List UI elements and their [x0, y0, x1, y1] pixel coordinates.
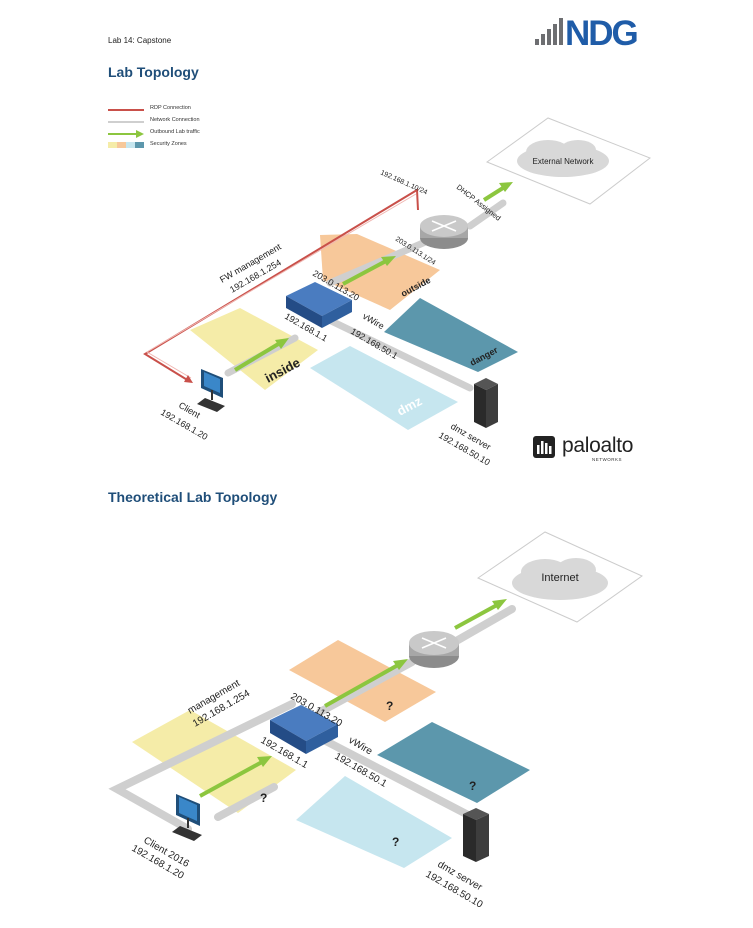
legend-label: Outbound Lab traffic	[150, 129, 200, 135]
outbound-traffic-arrows	[233, 182, 513, 372]
external-network-cloud: External Network	[485, 117, 652, 205]
cloud-label: External Network	[533, 157, 595, 166]
cloud-label: Internet	[541, 572, 578, 584]
paloalto-logo-subtext: NETWORKS	[592, 457, 623, 462]
computer-icon	[197, 369, 225, 412]
zone-dmz	[310, 346, 458, 430]
zone-unknown-inside: ?	[260, 791, 267, 805]
network-connections	[108, 605, 516, 833]
router-icon	[409, 631, 459, 668]
zone-yellow	[132, 710, 296, 813]
outbound-traffic-arrows	[199, 599, 507, 798]
zone-inside	[190, 308, 318, 390]
zone-teal	[377, 722, 530, 803]
firewall-icon	[270, 705, 338, 754]
internet-cloud: Internet	[476, 531, 644, 623]
ndg-logo-text: NDG	[565, 14, 638, 46]
lab-topology-diagram: External Network	[143, 117, 652, 468]
server-icon	[463, 808, 489, 862]
paloalto-logo-text: paloalto	[562, 434, 634, 457]
zone-unknown-dmz: ?	[392, 835, 399, 849]
server-icon	[474, 378, 498, 428]
zone-danger	[384, 298, 518, 372]
router-left-ip: 192.168.1.10/24	[379, 169, 428, 196]
lab-title: Lab 14: Capstone	[108, 36, 172, 45]
theoretical-topology-diagram: Internet	[108, 531, 644, 910]
zone-orange	[289, 640, 436, 722]
vwire-label: vWire	[361, 311, 386, 331]
paloalto-icon	[533, 436, 555, 458]
zone-outside	[320, 234, 440, 310]
lab-topology-title: Lab Topology	[108, 64, 199, 80]
computer-icon	[172, 794, 202, 841]
firewall-icon	[286, 282, 352, 328]
legend-label: RDP Connection	[150, 105, 191, 111]
rdp-connection	[143, 188, 419, 382]
zone-unknown-outside: ?	[386, 699, 393, 713]
theoretical-topology-title: Theoretical Lab Topology	[108, 489, 278, 505]
ndg-logo: NDG	[535, 14, 640, 46]
router-icon	[420, 215, 468, 249]
zone-lightblue	[296, 776, 452, 868]
zone-unknown-danger: ?	[469, 779, 476, 793]
legend-label: Security Zones	[150, 141, 187, 147]
legend-label: Network Connection	[150, 117, 200, 123]
